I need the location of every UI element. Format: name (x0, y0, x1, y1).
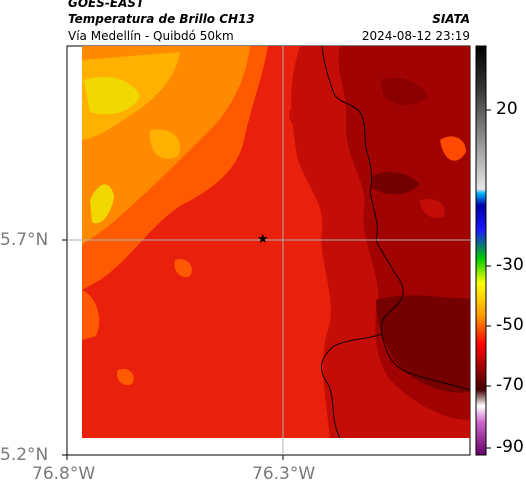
colorbar-tick-label: -50 (496, 315, 524, 335)
boundary-line-south (321, 333, 383, 439)
region-subtitle: Vía Medellín - Quibdó 50km (68, 29, 234, 43)
colorbar-tick-label: 20 (496, 99, 518, 119)
lat-tick-label: 5.2°N (0, 445, 49, 465)
colorbar-tick-label: -30 (496, 255, 524, 275)
product-title: Temperatura de Brillo CH13 (68, 12, 255, 26)
organization-label: SIATA (432, 12, 470, 26)
satellite-title: GOES-EAST (68, 0, 145, 10)
lon-tick-label: 76.8°W (32, 464, 96, 484)
location-marker: ★ (257, 232, 269, 247)
colorbar-tick-label: -90 (496, 437, 524, 457)
lat-tick-label: 5.7°N (0, 230, 49, 250)
lon-tick-label: 76.3°W (252, 464, 316, 484)
colorbar (475, 45, 487, 456)
timestamp-label: 2024-08-12 23:19 (361, 29, 470, 43)
colorbar-tick-label: -70 (496, 375, 524, 395)
brightness-temperature-field (82, 46, 470, 438)
